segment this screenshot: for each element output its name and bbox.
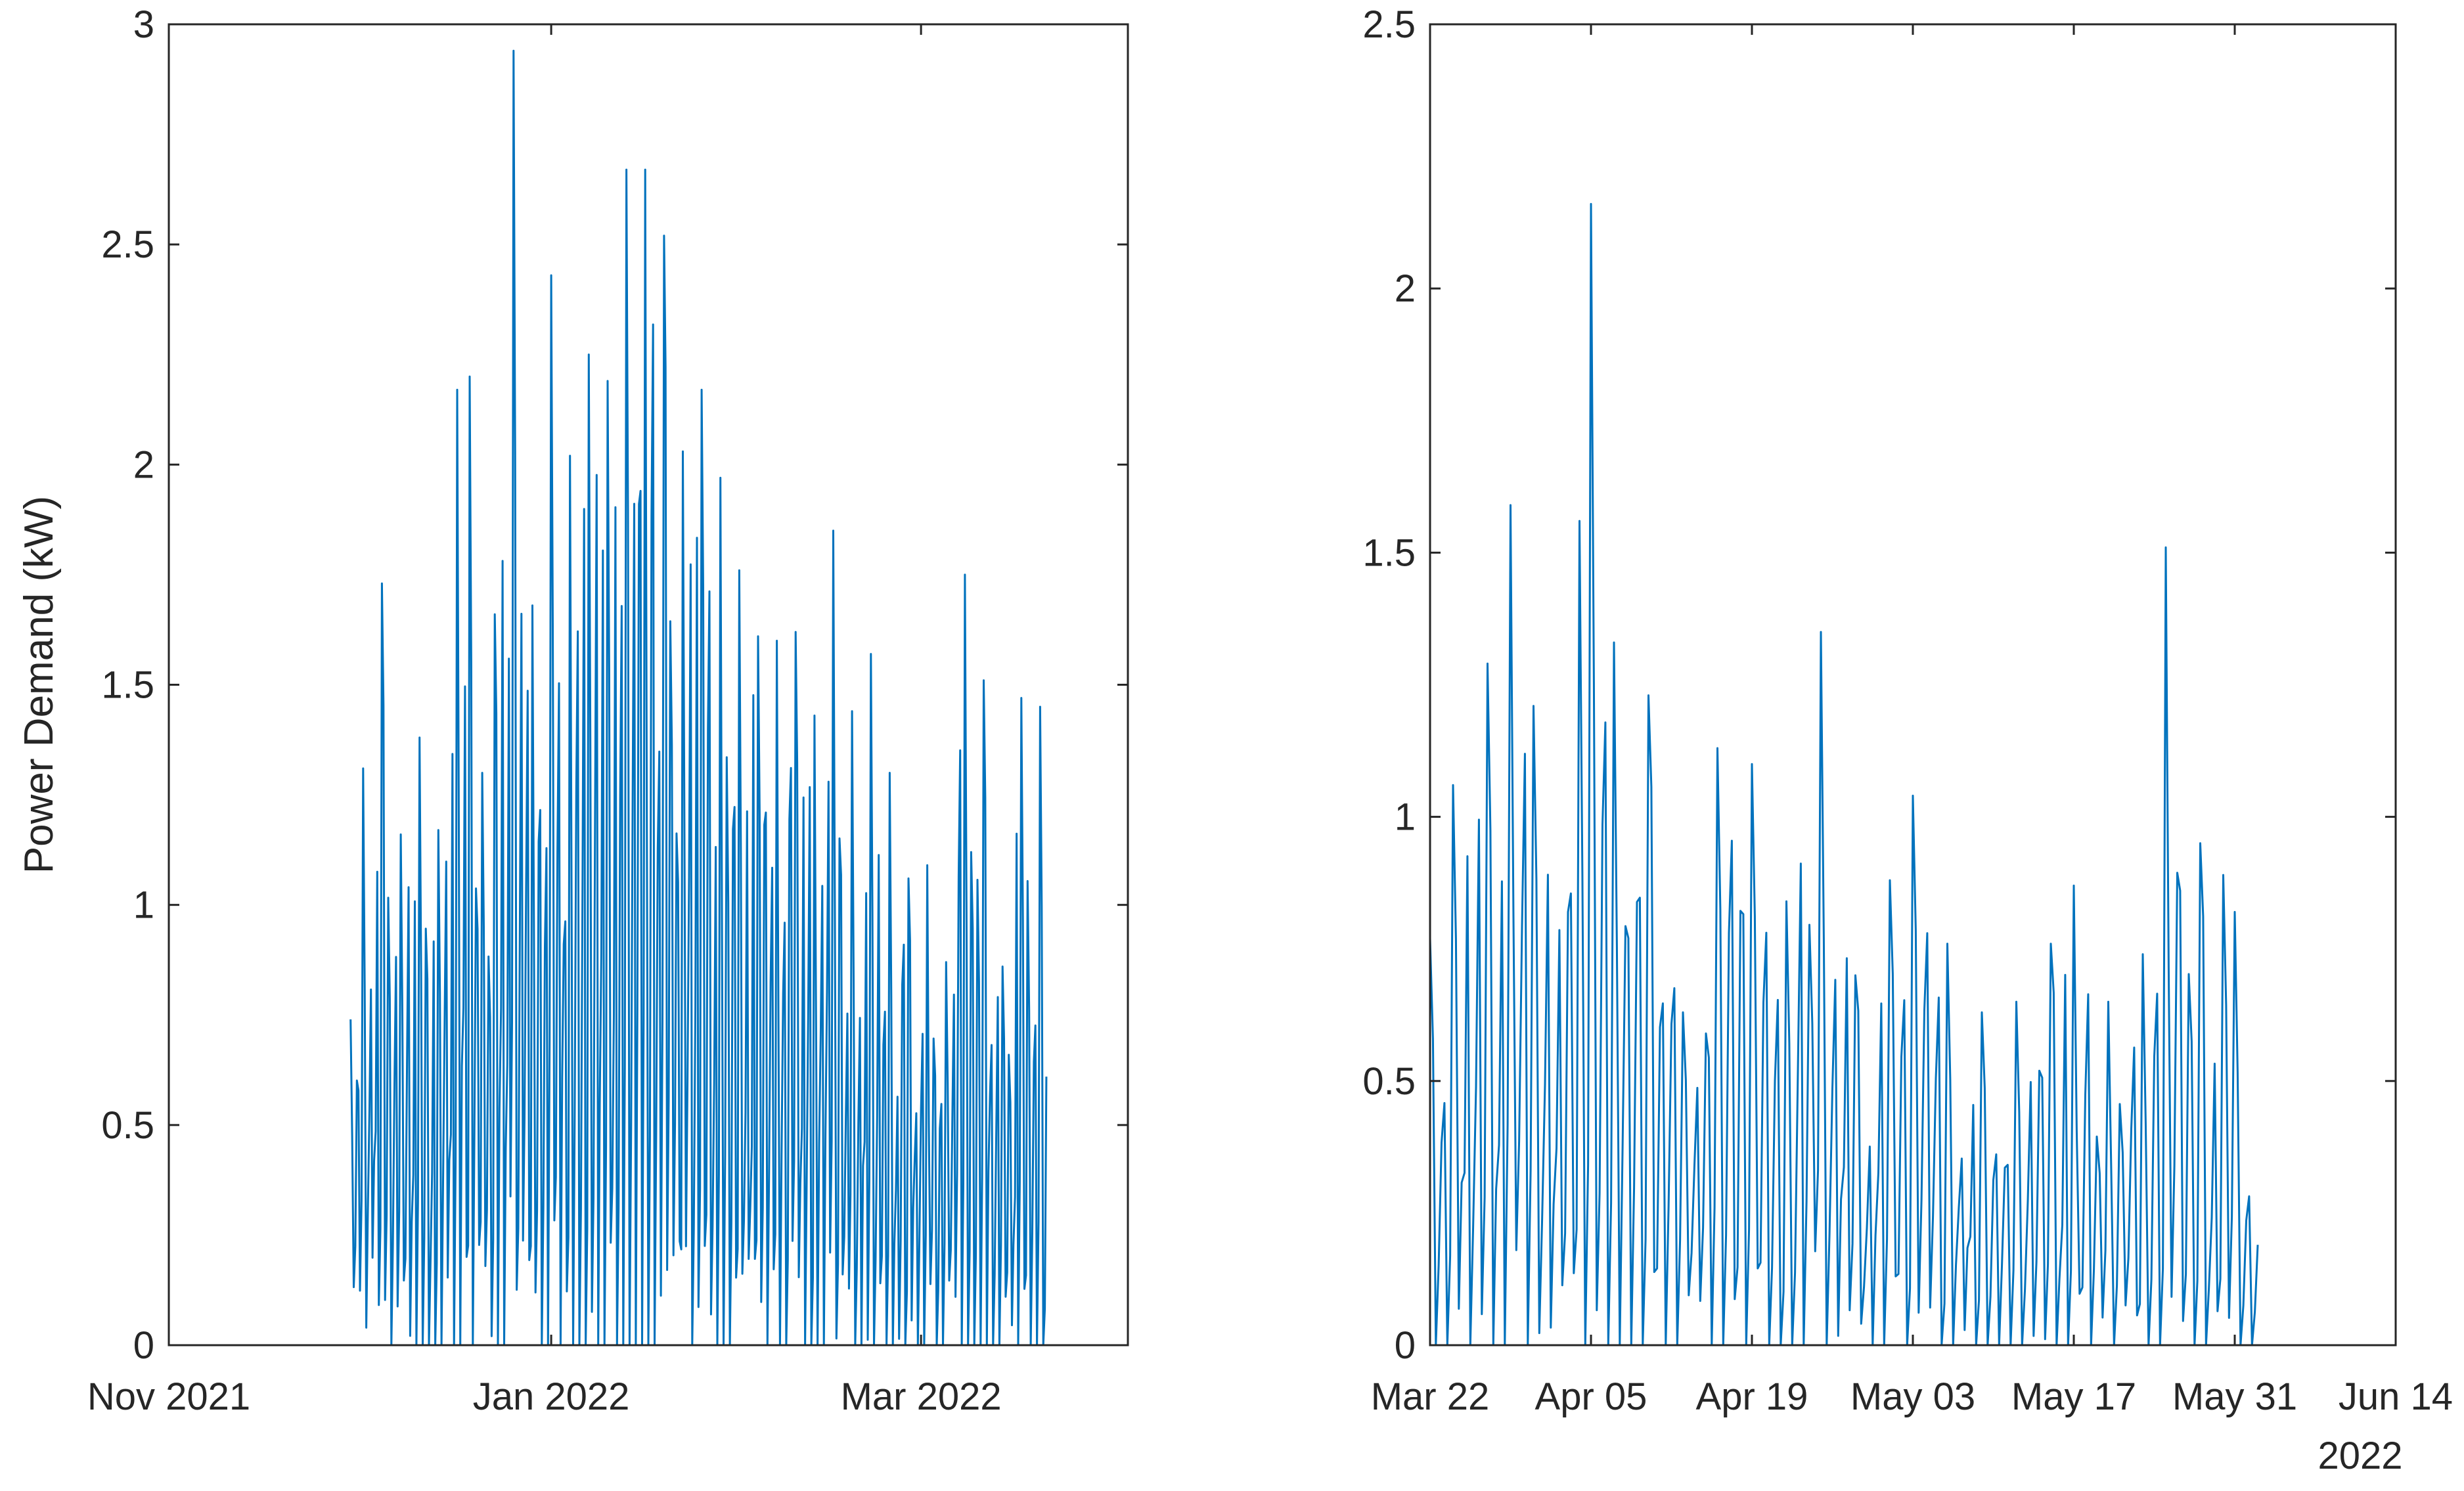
y-tick-label: 0 xyxy=(133,1324,154,1367)
x-tick-label: Jan 2022 xyxy=(473,1375,630,1418)
y-tick-label: 0.5 xyxy=(101,1104,154,1147)
left-chart-panel: 0 0.5 1 1.5 2 2.5 3 Nov 2021 Jan 2022 Mar 2022 Pow… xyxy=(16,3,1129,1418)
y-tick-label: 2.5 xyxy=(1362,3,1416,46)
y-tick-label: 3 xyxy=(133,3,154,46)
y-tick-label: 2 xyxy=(133,443,154,486)
y-tick-label: 1.5 xyxy=(101,664,154,707)
y-tick-label: 2.5 xyxy=(101,223,154,266)
y-tick-label: 2 xyxy=(1395,267,1416,310)
power-demand-series-line xyxy=(349,49,1048,1346)
x-tick-label: Mar 2022 xyxy=(841,1375,1002,1418)
power-demand-series-line xyxy=(1429,203,2259,1346)
x-tick-label: Mar 22 xyxy=(1371,1375,1490,1418)
x-tick-label: May 17 xyxy=(2011,1375,2136,1418)
y-tick-label: 1 xyxy=(1395,796,1416,839)
axes-box xyxy=(1429,23,2397,1346)
x-tick-label: Nov 2021 xyxy=(87,1375,250,1418)
x-year-label: 2022 xyxy=(2318,1435,2402,1477)
y-tick-label: 1.5 xyxy=(1362,531,1416,574)
y-tick-label: 0 xyxy=(1395,1324,1416,1367)
x-tick-label: Jun 14 xyxy=(2339,1375,2453,1418)
x-tick-label: May 31 xyxy=(2172,1375,2297,1418)
x-tick-label: May 03 xyxy=(1850,1375,1975,1418)
x-tick-label: Apr 19 xyxy=(1696,1375,1808,1418)
right-chart-panel: 0 0.5 1 1.5 2 2.5 Mar 22 Apr 05 Apr 19 May 03 May … xyxy=(1362,3,2453,1477)
y-tick-label: 1 xyxy=(133,884,154,927)
y-axis-label: Power Demand (kW) xyxy=(16,496,62,874)
y-tick-label: 0.5 xyxy=(1362,1060,1416,1103)
x-tick-label: Apr 05 xyxy=(1535,1375,1647,1418)
